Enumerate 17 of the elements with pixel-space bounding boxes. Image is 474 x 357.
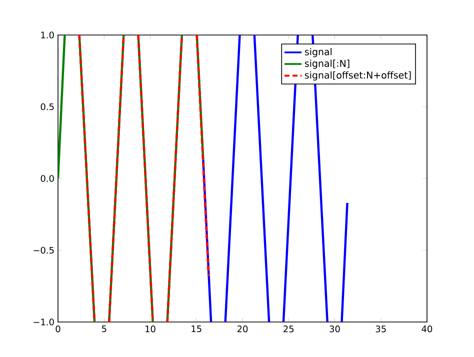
x-tick-label: 0 <box>56 326 60 332</box>
legend-label: signal <box>304 48 332 58</box>
y-tick-label: −0.5 <box>34 246 54 254</box>
y-tick-label: 0.5 <box>40 103 54 110</box>
y-tick-label: 0.0 <box>40 175 54 182</box>
legend-label: signal[offset:N+offset] <box>304 71 411 80</box>
x-tick-label: 35 <box>376 326 386 332</box>
x-tick-label: 30 <box>330 326 340 332</box>
x-tick-label: 10 <box>146 326 156 332</box>
y-tick-label: −1.0 <box>34 318 54 326</box>
y-tick-label: 1.0 <box>41 32 54 38</box>
legend-label: signal[:N] <box>304 60 350 69</box>
x-tick-label: 15 <box>192 326 202 332</box>
x-tick-label: 20 <box>237 326 248 332</box>
x-tick-label: 5 <box>102 326 106 332</box>
x-tick-label: 25 <box>284 326 294 332</box>
x-tick-label: 40 <box>422 326 432 332</box>
